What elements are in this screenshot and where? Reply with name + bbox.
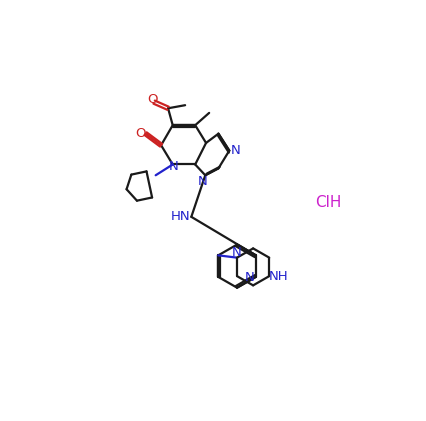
Text: N: N (197, 175, 207, 188)
Text: N: N (230, 144, 240, 157)
Text: ClH: ClH (314, 195, 341, 210)
Text: N: N (231, 246, 241, 259)
Text: O: O (147, 93, 158, 106)
Text: N: N (244, 271, 254, 284)
Text: HN: HN (170, 210, 190, 223)
Text: N: N (168, 160, 178, 173)
Text: NH: NH (268, 270, 288, 283)
Text: O: O (135, 127, 145, 140)
